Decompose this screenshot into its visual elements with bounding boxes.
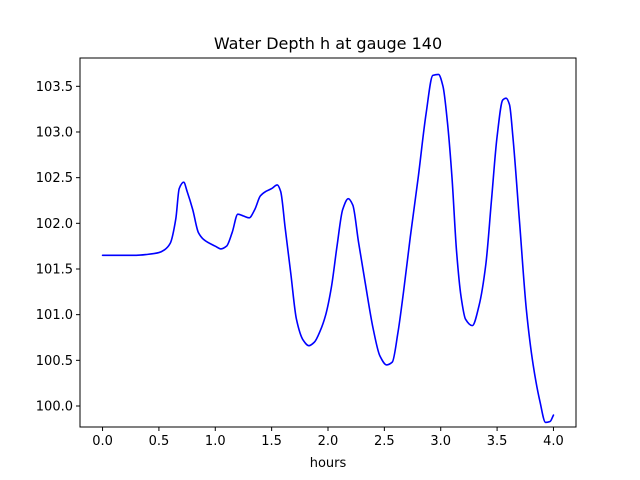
y-tick-label-0: 100.0 <box>36 399 73 414</box>
x-tick-label-2: 1.0 <box>205 434 226 449</box>
x-tick-label-8: 4.0 <box>543 434 564 449</box>
x-axis: 0.0 0.5 1.0 1.5 2.0 2.5 3.0 3.5 4.0 <box>92 427 564 449</box>
chart-title: Water Depth h at gauge 140 <box>214 34 442 53</box>
y-tick-label-6: 103.0 <box>36 125 73 140</box>
x-tick-label-7: 3.5 <box>487 434 508 449</box>
x-tick-label-0: 0.0 <box>92 434 113 449</box>
y-tick-label-3: 101.5 <box>36 262 73 277</box>
x-tick-label-6: 3.0 <box>430 434 451 449</box>
y-tick-label-2: 101.0 <box>36 308 73 323</box>
y-axis: 100.0 100.5 101.0 101.5 102.0 102.5 103.0 103.5 <box>36 80 80 414</box>
series-line-0 <box>101 73 555 424</box>
plot-area <box>80 58 576 427</box>
y-tick-label-1: 100.5 <box>36 354 73 369</box>
x-axis-title: hours <box>310 456 347 471</box>
x-tick-label-4: 2.0 <box>318 434 339 449</box>
y-tick-label-4: 102.0 <box>36 217 73 232</box>
x-tick-label-1: 0.5 <box>149 434 170 449</box>
x-tick-label-5: 2.5 <box>374 434 395 449</box>
chart-marks <box>101 73 555 424</box>
y-tick-label-5: 102.5 <box>36 171 73 186</box>
x-tick-label-3: 1.5 <box>261 434 282 449</box>
y-tick-label-7: 103.5 <box>36 80 73 95</box>
